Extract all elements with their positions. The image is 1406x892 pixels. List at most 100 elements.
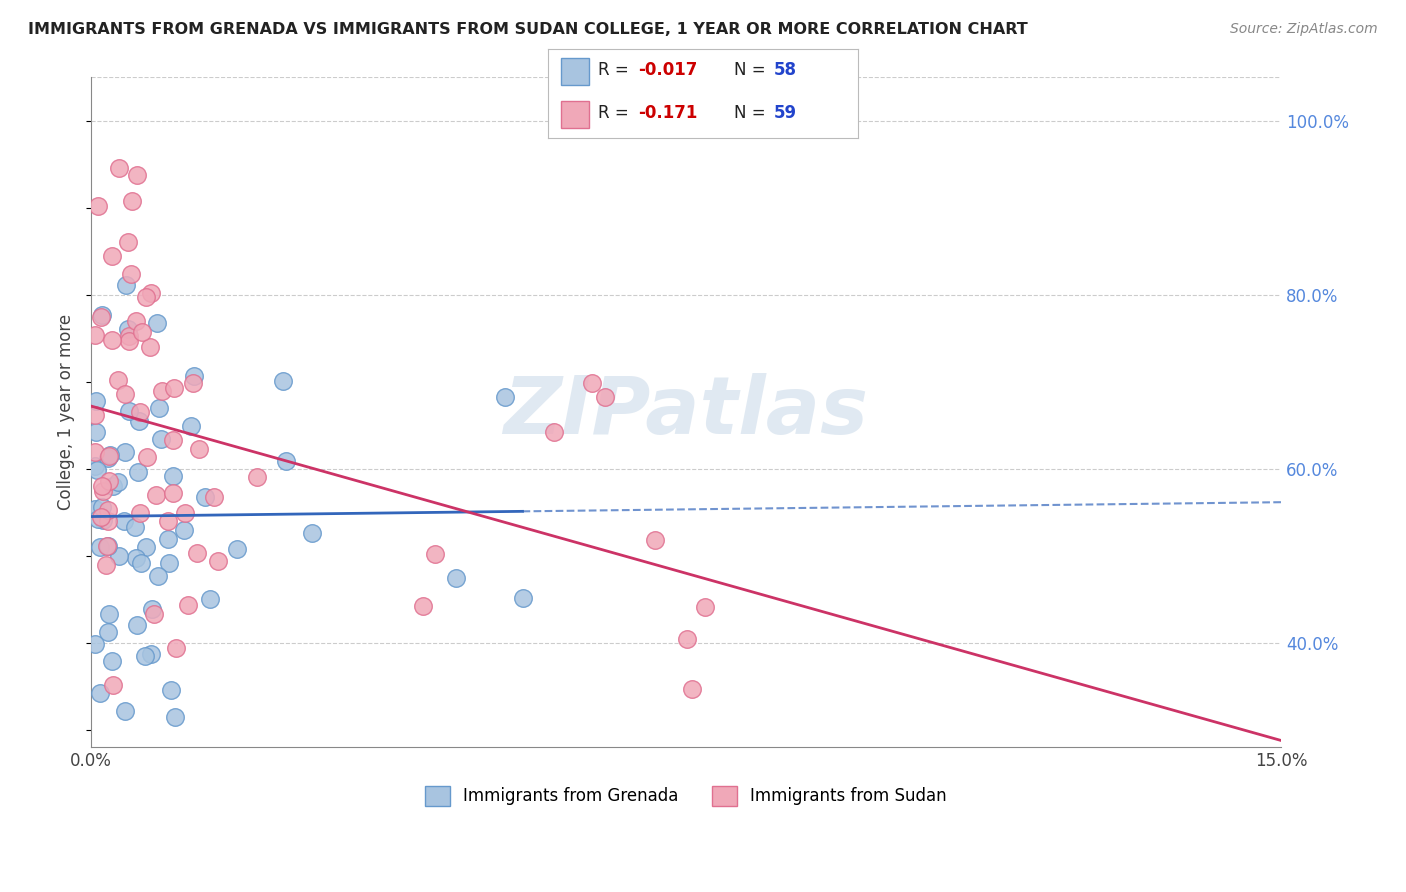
Point (246, 469, 269, 483)
Point (148, 401, 170, 416)
Point (150, 432, 173, 446)
Point (121, 194, 143, 208)
Point (125, 617, 148, 632)
Point (103, 678, 125, 692)
Point (150, 384, 173, 398)
Point (90, 310, 112, 324)
Point (143, 607, 166, 621)
Point (96, 539, 118, 553)
Text: R =: R = (598, 104, 634, 122)
Text: -0.171: -0.171 (638, 104, 697, 122)
Point (157, 514, 180, 528)
Point (186, 546, 208, 560)
Point (181, 376, 204, 390)
Point (97, 451, 120, 466)
Point (127, 465, 149, 479)
Point (84, 327, 107, 342)
Point (494, 390, 516, 404)
Point (97, 449, 120, 463)
Point (675, 632, 697, 646)
Point (101, 333, 124, 347)
Point (162, 468, 184, 483)
Point (96, 558, 118, 572)
Point (226, 542, 249, 557)
Point (146, 569, 169, 583)
Text: 58: 58 (775, 62, 797, 79)
Point (135, 290, 157, 304)
Point (91, 484, 114, 499)
Point (103, 479, 125, 493)
Point (115, 277, 138, 292)
Point (163, 381, 186, 395)
Point (135, 450, 157, 464)
Point (194, 491, 217, 505)
Point (174, 506, 197, 520)
Point (543, 425, 565, 439)
Point (98, 448, 121, 462)
Point (512, 591, 534, 605)
Point (160, 683, 183, 698)
Point (423, 547, 446, 561)
Point (84, 425, 107, 440)
Point (138, 340, 160, 354)
Point (87, 512, 110, 526)
Point (112, 514, 135, 528)
Point (118, 334, 141, 349)
Point (118, 328, 141, 343)
Text: Source: ZipAtlas.com: Source: ZipAtlas.com (1230, 22, 1378, 37)
Point (84, 637, 107, 651)
Point (129, 556, 152, 570)
Point (91, 513, 114, 527)
Point (162, 486, 184, 500)
Point (165, 640, 187, 655)
Point (84, 393, 107, 408)
Legend: Immigrants from Grenada, Immigrants from Sudan: Immigrants from Grenada, Immigrants from… (419, 779, 953, 813)
Point (97, 514, 120, 528)
Point (89, 686, 111, 700)
Point (188, 442, 211, 456)
Point (117, 321, 139, 335)
Point (183, 369, 205, 384)
Text: ZIPatlas: ZIPatlas (503, 374, 869, 451)
Point (84, 459, 107, 474)
Point (131, 325, 153, 339)
Point (114, 444, 136, 458)
Point (97, 474, 120, 488)
Point (276, 454, 298, 468)
Point (117, 235, 139, 250)
Point (177, 598, 200, 612)
Text: N =: N = (734, 62, 770, 79)
Point (129, 405, 152, 419)
Point (125, 551, 148, 566)
Point (128, 414, 150, 428)
Point (90, 308, 112, 322)
Point (90, 500, 112, 514)
Point (97, 503, 120, 517)
Point (198, 591, 221, 606)
Point (156, 532, 179, 546)
Point (98, 607, 121, 621)
Text: N =: N = (734, 104, 770, 122)
Point (107, 475, 129, 489)
Point (128, 506, 150, 520)
Point (90, 510, 112, 524)
Point (681, 681, 703, 696)
Text: R =: R = (598, 62, 634, 79)
Point (124, 520, 146, 534)
Point (89, 540, 111, 554)
Point (139, 648, 162, 662)
FancyBboxPatch shape (561, 58, 589, 85)
Point (145, 487, 167, 501)
Y-axis label: College, 1 year or more: College, 1 year or more (58, 314, 75, 510)
Text: 59: 59 (775, 104, 797, 122)
Text: -0.017: -0.017 (638, 62, 697, 79)
Point (91, 479, 114, 493)
Point (271, 374, 294, 388)
Point (146, 316, 169, 330)
Point (693, 600, 716, 615)
Point (84, 502, 107, 516)
Point (120, 267, 142, 281)
Point (644, 533, 666, 548)
Point (180, 419, 202, 434)
Point (301, 526, 323, 541)
